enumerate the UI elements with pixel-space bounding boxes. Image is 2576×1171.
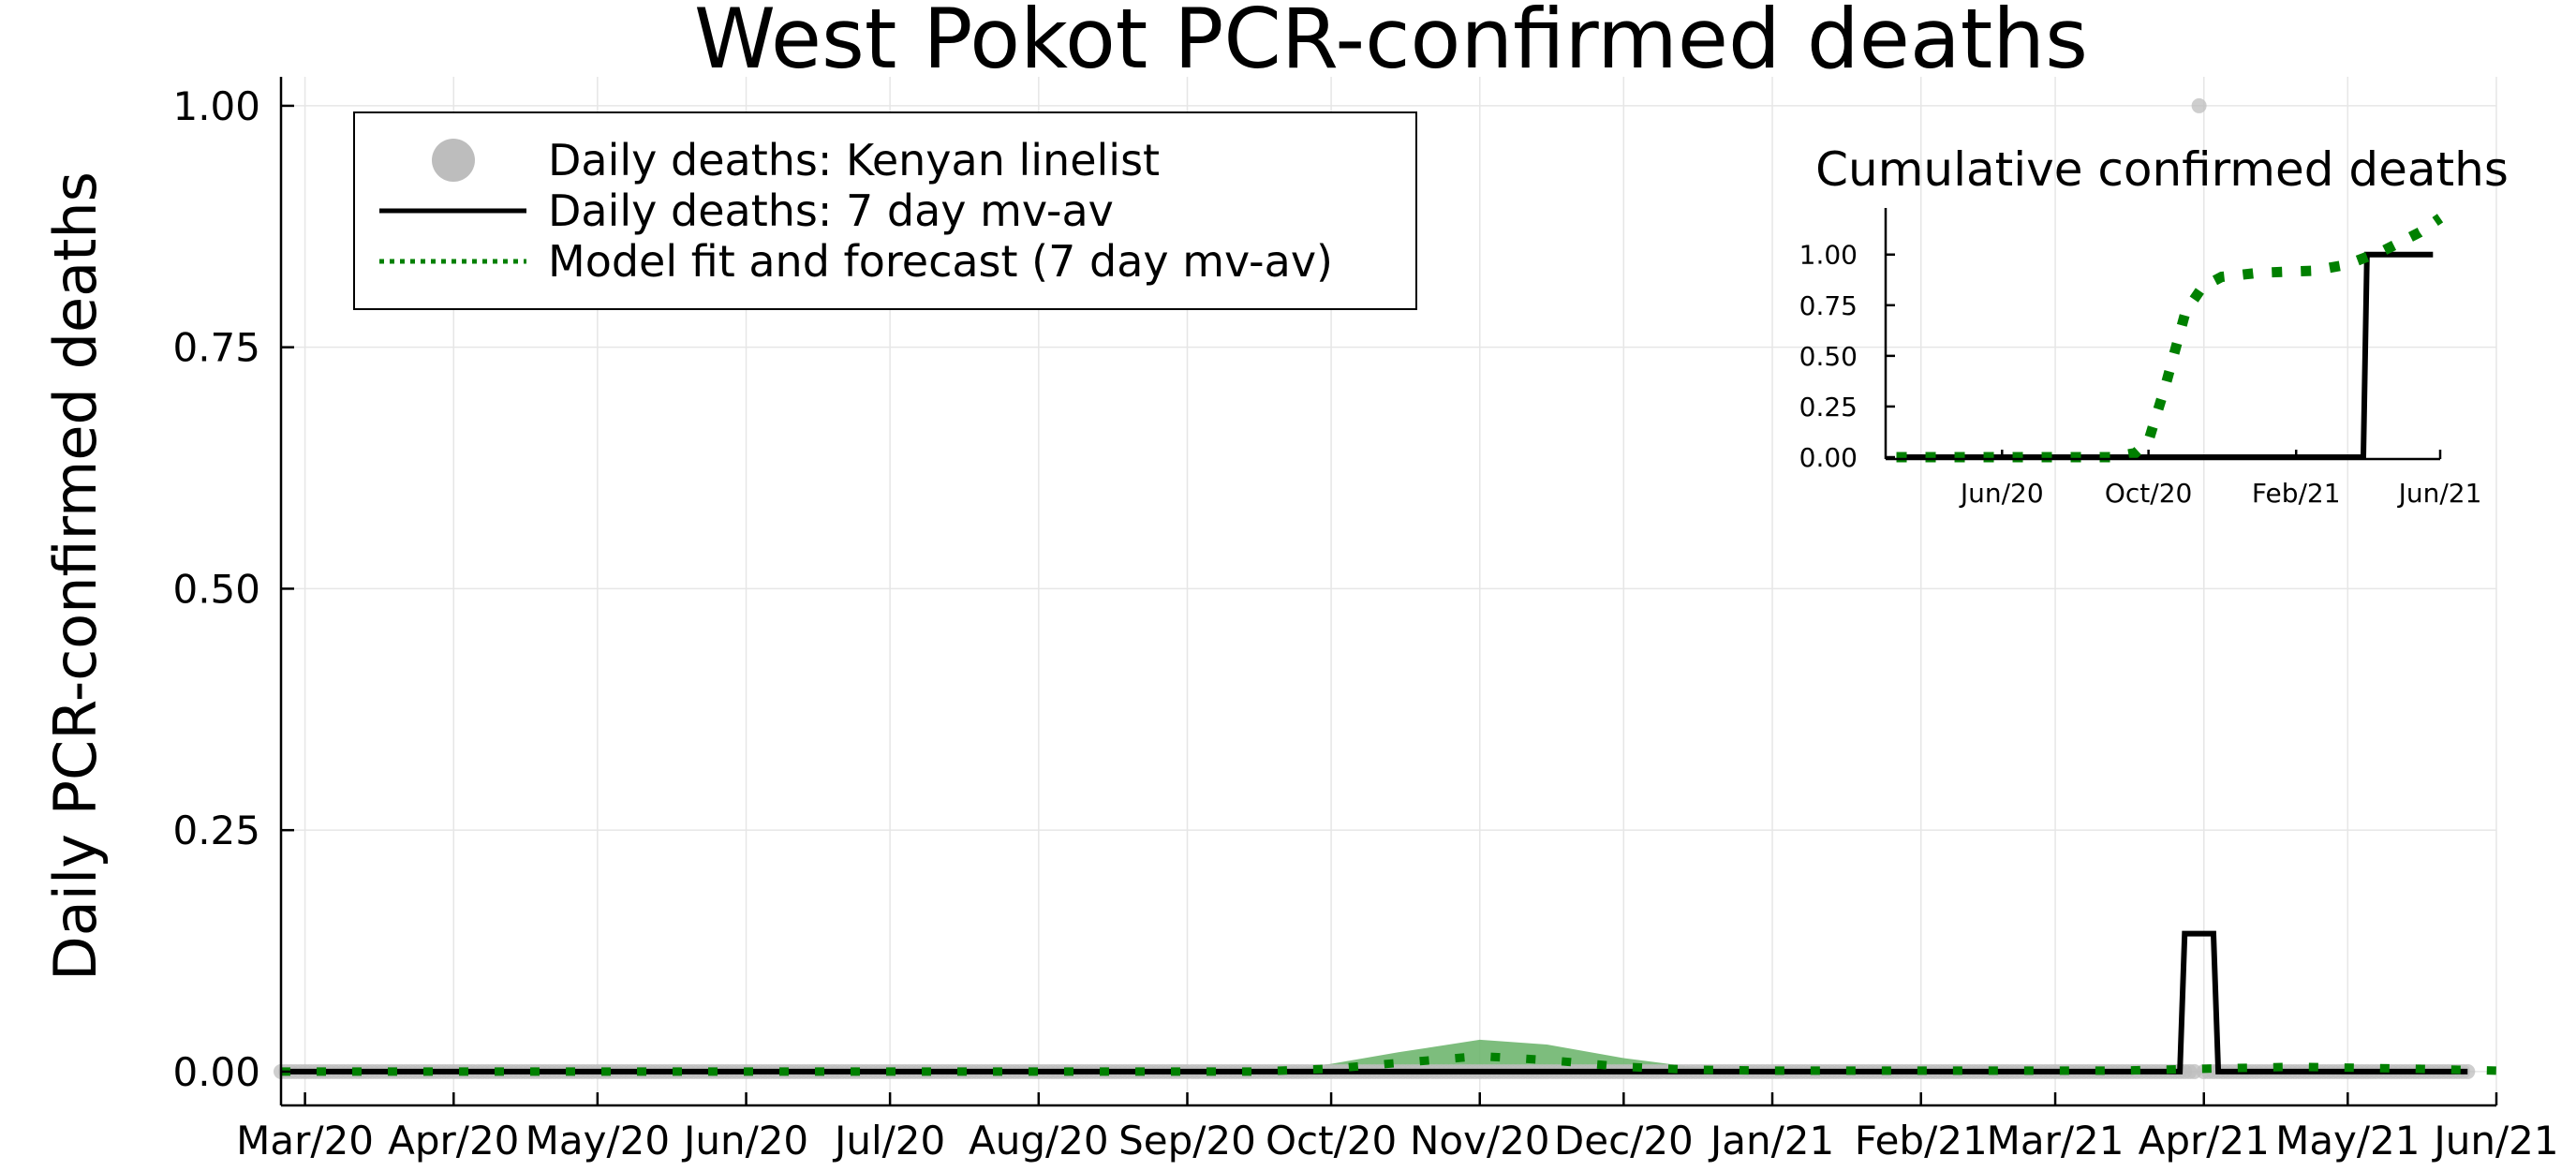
x-tick-label: Aug/20	[969, 1118, 1109, 1164]
legend-marker-points	[432, 139, 475, 182]
x-tick-label: Mar/20	[236, 1118, 374, 1164]
x-tick-label: Jun/20	[681, 1118, 808, 1164]
legend-label-points: Daily deaths: Kenyan linelist	[548, 135, 1160, 185]
x-tick-label: May/21	[2275, 1118, 2420, 1164]
x-tick-label: Apr/21	[2139, 1118, 2270, 1164]
y-axis-label: Daily PCR-confirmed deaths	[41, 171, 110, 981]
inset-model-line	[1896, 214, 2444, 463]
model-line	[281, 1051, 2497, 1076]
main-x-ticks: Mar/20 Apr/20 May/20 Jun/20 Jul/20 Aug/20 Sep/…	[236, 1092, 2559, 1164]
y-tick-label: 0.50	[172, 566, 260, 612]
inset-y-tick-label: 0.25	[1799, 392, 1858, 422]
x-tick-label: Sep/20	[1118, 1118, 1256, 1164]
legend-label-mvav: Daily deaths: 7 day mv-av	[548, 185, 1114, 236]
y-tick-label: 0.75	[172, 325, 260, 371]
x-tick-label: Mar/21	[1987, 1118, 2124, 1164]
inset-x-tick-label: Feb/21	[2252, 478, 2341, 509]
model-series	[281, 1051, 2497, 1076]
model-uncertainty-band	[1278, 1039, 1773, 1072]
inset-chart: Cumulative confirmed deaths 0.00 0.25 0.50…	[1799, 142, 2509, 509]
x-tick-label: Apr/20	[388, 1118, 519, 1164]
chart-title: West Pokot PCR-confirmed deaths	[694, 0, 2088, 87]
x-tick-label: Jan/21	[1708, 1118, 1834, 1164]
y-tick-label: 0.25	[172, 808, 260, 853]
linelist-point	[2191, 97, 2207, 113]
x-tick-label: Feb/21	[1855, 1118, 1988, 1164]
inset-cumulative-line	[1896, 251, 2434, 460]
inset-y-tick-label: 0.75	[1799, 290, 1858, 321]
y-tick-label: 0.00	[172, 1049, 260, 1095]
mvav-series	[281, 930, 2468, 1075]
x-tick-label: Dec/20	[1554, 1118, 1694, 1164]
inset-x-ticks: Jun/20 Oct/20 Feb/21 Jun/21	[1959, 450, 2482, 509]
inset-y-tick-label: 0.00	[1799, 442, 1858, 473]
legend-box	[353, 111, 1417, 310]
x-tick-label: Jul/20	[832, 1118, 945, 1164]
inset-x-tick-label: Oct/20	[2105, 478, 2192, 509]
x-tick-label: May/20	[526, 1118, 670, 1164]
x-tick-label: Oct/20	[1266, 1118, 1397, 1164]
model-band-area	[1278, 1039, 1773, 1072]
legend-label-model: Model fit and forecast (7 day mv-av)	[548, 236, 1333, 287]
x-tick-label: Nov/20	[1410, 1118, 1550, 1164]
inset-y-tick-label: 0.50	[1799, 341, 1858, 372]
inset-x-tick-label: Jun/21	[2397, 478, 2482, 509]
inset-y-tick-label: 1.00	[1799, 240, 1858, 271]
inset-title: Cumulative confirmed deaths	[1815, 142, 2509, 197]
legend: Daily deaths: Kenyan linelist Daily deat…	[353, 111, 1417, 310]
main-y-ticks: 0.00 0.25 0.50 0.75 1.00	[172, 83, 294, 1095]
y-tick-label: 1.00	[172, 83, 260, 129]
x-tick-label: Jun/21	[2431, 1118, 2558, 1164]
inset-y-ticks: 0.00 0.25 0.50 0.75 1.00	[1799, 240, 1895, 473]
inset-x-tick-label: Jun/20	[1959, 478, 2044, 509]
inset-series	[1896, 214, 2444, 463]
mvav-line	[281, 930, 2468, 1075]
